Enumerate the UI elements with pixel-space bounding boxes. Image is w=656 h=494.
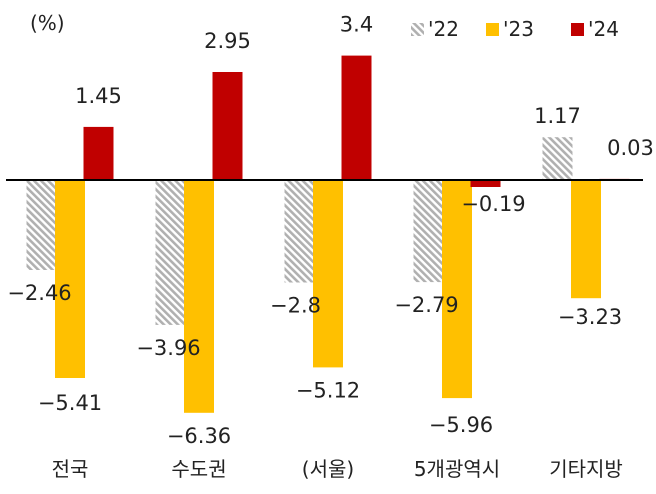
bar-0-2 (284, 180, 315, 283)
legend-swatch-0 (411, 23, 424, 36)
bar-0-1 (155, 180, 186, 325)
data-label-2-3: −0.19 (461, 192, 525, 216)
data-labels: −2.46 −3.96 −2.8 −2.79 1.17 −5.41 −6.36 −5.12 −5… (7, 13, 654, 448)
legend-swatch-1 (486, 23, 499, 36)
bar-1-3 (442, 180, 472, 399)
category-label-0: 전국 (52, 457, 89, 481)
data-label-1-2: −5.12 (296, 378, 360, 402)
data-label-2-2: 3.4 (340, 13, 373, 37)
category-label-1: 수도권 (171, 457, 226, 481)
unit-label: (%) (30, 11, 65, 35)
bar-2-1 (212, 72, 243, 180)
legend: '22 '23 '24 (411, 17, 619, 41)
bar-2-3 (470, 180, 501, 187)
category-labels: 전국 수도권 (서울) 5개광역시 기타지방 (52, 457, 623, 481)
bar-1-2 (313, 180, 343, 368)
data-label-1-1: −6.36 (167, 424, 231, 448)
data-label-2-0: 1.45 (75, 84, 122, 108)
bar-0-3 (413, 180, 444, 283)
bar-1-4 (571, 180, 601, 299)
legend-label-1: '23 (503, 17, 534, 41)
legend-label-0: '22 (428, 17, 459, 41)
category-label-2: (서울) (302, 457, 354, 481)
bars (26, 55, 630, 413)
data-label-0-4: 1.17 (534, 104, 581, 128)
data-label-0-3: −2.79 (394, 293, 458, 317)
data-label-0-0: −2.46 (7, 281, 71, 305)
legend-swatch-2 (571, 23, 584, 36)
bar-0-4 (542, 137, 573, 180)
data-label-0-2: −2.8 (270, 294, 321, 318)
bar-2-0 (83, 126, 114, 180)
bar-2-2 (341, 55, 372, 180)
bar-1-1 (184, 180, 214, 413)
bar-0-0 (26, 180, 57, 270)
data-label-2-1: 2.95 (204, 29, 251, 53)
data-label-1-3: −5.96 (429, 413, 493, 437)
data-label-2-4: 0.03 (607, 136, 654, 160)
data-label-0-1: −3.96 (136, 336, 200, 360)
legend-label-2: '24 (588, 17, 619, 41)
data-label-1-4: −3.23 (558, 305, 622, 329)
bar-1-0 (55, 180, 85, 378)
data-label-1-0: −5.41 (38, 391, 102, 415)
category-label-4: 기타지방 (549, 457, 623, 481)
category-label-3: 5개광역시 (414, 457, 500, 481)
